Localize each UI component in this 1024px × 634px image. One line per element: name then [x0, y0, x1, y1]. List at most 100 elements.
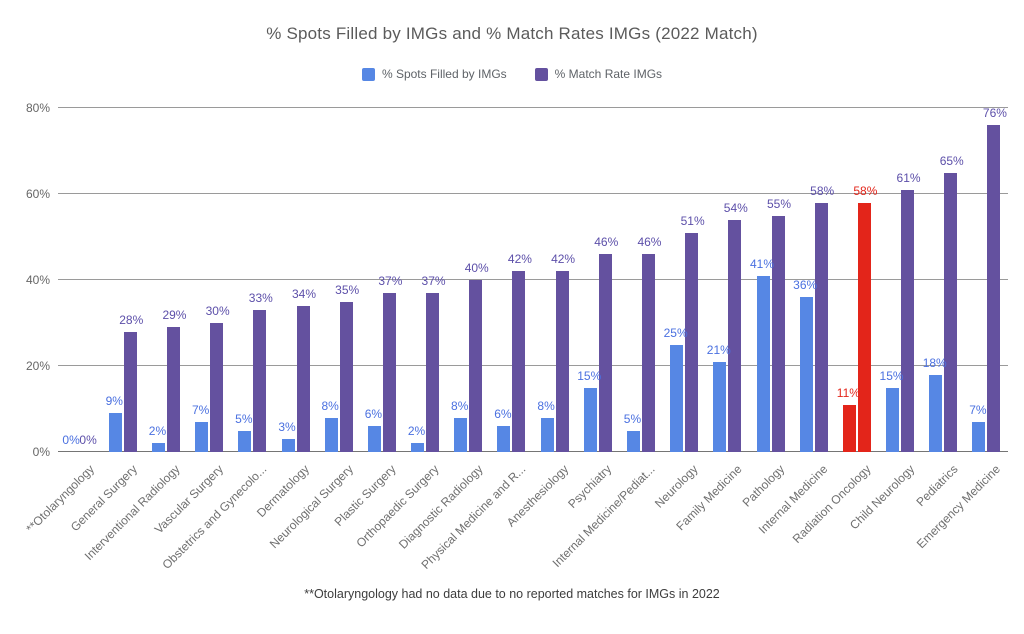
y-axis-tick-40: 40%	[25, 273, 50, 287]
bar[interactable]	[728, 219, 742, 452]
value-label: 9%	[105, 394, 123, 409]
value-label: 65%	[939, 153, 964, 168]
bar[interactable]	[540, 417, 554, 452]
bar[interactable]	[598, 254, 612, 452]
bar[interactable]	[799, 297, 813, 452]
value-label: 54%	[723, 200, 748, 215]
value-label: 7%	[191, 402, 210, 417]
x-axis-label: Radiation Oncology	[789, 462, 874, 546]
bar[interactable]	[382, 292, 396, 452]
bar[interactable]	[339, 301, 353, 452]
bar[interactable]	[454, 417, 468, 452]
value-label: 42%	[551, 252, 576, 267]
footnote: **Otolaryngology had no data due to no r…	[304, 587, 720, 601]
bar[interactable]	[238, 430, 252, 452]
gridline-80	[58, 107, 1008, 108]
bar[interactable]	[641, 254, 655, 452]
bar[interactable]	[512, 271, 526, 452]
value-label: 6%	[364, 407, 383, 422]
bar[interactable]	[296, 305, 310, 452]
value-label: 11%	[836, 385, 860, 400]
gridline-60	[58, 193, 1008, 194]
value-label: 8%	[451, 398, 469, 413]
bar[interactable]	[670, 344, 684, 452]
y-axis-tick-20: 20%	[25, 359, 50, 373]
value-label: 6%	[494, 407, 512, 422]
bar[interactable]	[685, 232, 699, 452]
value-label: 51%	[680, 213, 705, 228]
bar[interactable]	[944, 172, 958, 452]
bar[interactable]	[123, 331, 137, 452]
bar[interactable]	[771, 215, 785, 452]
bar[interactable]	[987, 125, 1001, 452]
value-label: 8%	[321, 398, 339, 413]
bar[interactable]	[324, 417, 338, 452]
value-label: 0%	[62, 433, 80, 447]
value-label: 37%	[421, 273, 446, 288]
bar[interactable]	[901, 189, 915, 452]
bar[interactable]	[497, 426, 511, 452]
bar[interactable]	[426, 292, 440, 452]
value-label: 15%	[879, 368, 904, 383]
value-label: 36%	[793, 278, 818, 293]
legend-label-spots: % Spots Filled by IMGs	[381, 67, 507, 81]
chart-title: % Spots Filled by IMGs and % Match Rates…	[266, 24, 758, 43]
bar[interactable]	[857, 202, 871, 452]
bar[interactable]	[555, 271, 569, 452]
value-label: 76%	[982, 106, 1007, 121]
value-label: 42%	[507, 252, 532, 267]
bar[interactable]	[166, 327, 180, 452]
legend-item-match-rate: % Match Rate IMGs	[534, 67, 663, 81]
legend-swatch-spots	[361, 67, 375, 81]
value-label: 46%	[637, 235, 662, 250]
value-label: 7%	[969, 402, 987, 417]
value-label: 35%	[335, 282, 360, 297]
bar[interactable]	[886, 387, 900, 452]
value-label: 2%	[148, 424, 167, 439]
bar[interactable]	[469, 280, 483, 452]
value-label: 18%	[922, 355, 947, 370]
bar[interactable]	[626, 430, 640, 452]
value-label: 34%	[291, 286, 317, 301]
value-label: 46%	[594, 235, 619, 250]
value-label: 8%	[537, 398, 555, 413]
legend-swatch-match	[534, 67, 548, 81]
value-label: 5%	[623, 411, 642, 426]
value-label: 37%	[378, 273, 403, 288]
bar[interactable]	[281, 439, 295, 452]
y-axis-tick-60: 60%	[25, 187, 50, 201]
value-label: 2%	[407, 424, 426, 439]
bar[interactable]	[583, 387, 597, 452]
value-label: 41%	[749, 256, 775, 271]
bar[interactable]	[713, 361, 727, 452]
bar[interactable]	[151, 443, 165, 452]
value-label: 0%	[79, 433, 97, 447]
gridline-40	[58, 279, 1008, 280]
legend-item-spots-filled: % Spots Filled by IMGs	[361, 67, 507, 81]
value-label: 28%	[119, 312, 144, 327]
gridline-20	[58, 365, 1008, 366]
value-label: 58%	[810, 183, 835, 198]
value-label: 30%	[205, 304, 230, 318]
bar[interactable]	[411, 443, 425, 452]
y-axis-tick-0: 0%	[32, 445, 50, 459]
bar[interactable]	[367, 426, 381, 452]
value-label: 55%	[766, 196, 792, 211]
legend-label-match: % Match Rate IMGs	[554, 67, 663, 81]
value-label: 29%	[162, 308, 187, 323]
bar[interactable]	[929, 374, 943, 452]
bar[interactable]	[814, 202, 828, 452]
bar[interactable]	[210, 323, 224, 452]
plot-area: 0% 20% 40% 60% 80% 0% 0% **Otolaryngology 9% 28% G…	[23, 101, 1008, 572]
bar[interactable]	[195, 421, 209, 452]
x-axis-label: Orthopaedic Surgery	[353, 462, 442, 551]
x-axis-label: Emergency Medicine	[914, 462, 1004, 552]
bar[interactable]	[253, 310, 267, 452]
bar[interactable]	[842, 404, 856, 452]
bar[interactable]	[108, 413, 122, 452]
bar[interactable]	[972, 421, 986, 452]
gridline-0	[58, 451, 1008, 452]
value-label: 21%	[706, 342, 731, 357]
value-label: 61%	[896, 170, 921, 185]
bar[interactable]	[756, 275, 770, 452]
